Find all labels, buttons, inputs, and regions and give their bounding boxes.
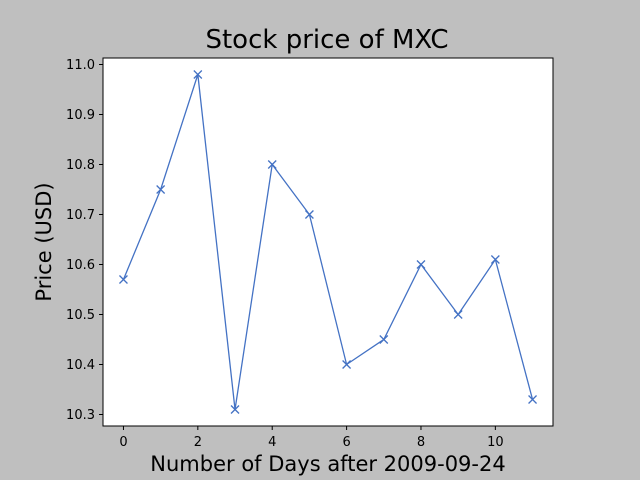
data-point-marker <box>267 160 277 169</box>
x-axis-label: Number of Days after 2009-09-24 <box>150 452 505 476</box>
plot-area <box>102 57 554 427</box>
data-point-marker <box>230 405 240 414</box>
y-tick-label: 10.4 <box>66 358 95 373</box>
y-tick-label: 10.6 <box>66 258 95 273</box>
y-axis-label: Price (USD) <box>32 182 56 301</box>
x-tick-label: 2 <box>194 435 202 450</box>
x-tick-label: 0 <box>119 435 127 450</box>
x-tick-label: 6 <box>342 435 350 450</box>
x-tick-label: 8 <box>417 435 425 450</box>
data-point-marker <box>528 395 538 404</box>
y-axis: 10.3 10.4 10.5 10.6 10.7 10.8 10.9 11.0 <box>66 58 103 423</box>
data-point-marker <box>379 335 389 344</box>
data-point-marker <box>156 185 166 194</box>
data-point-marker <box>193 70 203 79</box>
data-point-marker <box>342 360 352 369</box>
y-tick-label: 11.0 <box>66 58 95 73</box>
y-tick-label: 10.5 <box>66 308 95 323</box>
series-line <box>122 74 534 410</box>
x-axis: 0 2 4 6 8 10 <box>119 426 504 450</box>
data-point-marker <box>416 260 426 269</box>
data-point-marker <box>304 210 314 219</box>
data-point-marker <box>453 310 463 319</box>
x-tick-label: 4 <box>268 435 276 450</box>
chart-title: Stock price of MXC <box>205 25 448 55</box>
y-tick-label: 10.9 <box>66 108 95 123</box>
data-point-marker <box>490 255 500 264</box>
y-tick-label: 10.3 <box>66 408 95 423</box>
series-layer <box>118 70 538 414</box>
data-point-marker <box>118 275 128 284</box>
x-tick-label: 10 <box>487 435 504 450</box>
y-tick-label: 10.8 <box>66 158 95 173</box>
y-tick-label: 10.7 <box>66 208 95 223</box>
